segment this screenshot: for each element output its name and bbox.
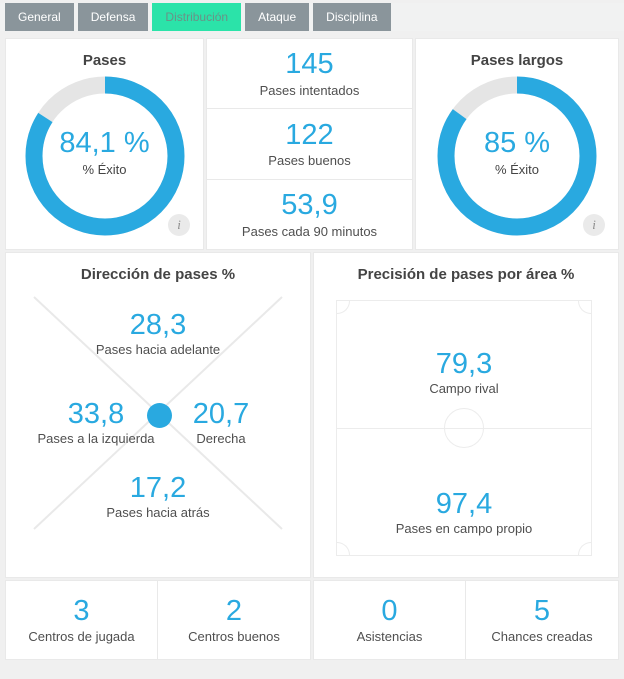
- pases-largos-success-value: 85 %: [483, 127, 551, 159]
- precision-propio: 97,4 Pases en campo propio: [337, 488, 591, 537]
- pitch-corner-arc: [337, 542, 350, 555]
- card-pases-largos: Pases largos 85 % % Éxito i: [415, 38, 619, 250]
- precision-rival-value: 79,3: [435, 348, 493, 380]
- pitch-diagram: 79,3 Campo rival 97,4 Pases en campo pro…: [336, 300, 592, 556]
- pitch-center-circle: [444, 408, 484, 448]
- direction-right: 20,7 Derecha: [156, 398, 286, 447]
- stat-centros-buenos: 2 Centros buenos: [158, 581, 310, 659]
- stat-label: Asistencias: [356, 629, 423, 645]
- player-position-dot: [147, 403, 172, 428]
- card-direccion-title: Dirección de pases %: [80, 266, 236, 283]
- pass-direction-diagram: 28,3 Pases hacia adelante 33,8 Pases a l…: [6, 253, 310, 577]
- stat-label: Pases cada 90 minutos: [241, 223, 378, 239]
- direction-forward: 28,3 Pases hacia adelante: [6, 309, 310, 358]
- stat-asistencias: 0 Asistencias: [314, 581, 466, 659]
- tab-disciplina[interactable]: Disciplina: [313, 3, 391, 31]
- pases-success-value: 84,1 %: [59, 127, 150, 159]
- pases-success-label: % Éxito: [82, 162, 127, 177]
- direction-back-label: Pases hacia atrás: [106, 505, 210, 521]
- info-icon[interactable]: i: [168, 214, 190, 236]
- card-pases: Pases 84,1 % % Éxito i: [5, 38, 204, 250]
- precision-propio-label: Pases en campo propio: [395, 521, 533, 537]
- stat-value: 5: [533, 594, 551, 627]
- stat-centros-jugada: 3 Centros de jugada: [6, 581, 158, 659]
- stat-label: Pases buenos: [268, 153, 351, 169]
- stat-label: Centros de jugada: [28, 629, 135, 645]
- pitch-corner-arc: [578, 301, 591, 314]
- stat-chances-creadas: 5 Chances creadas: [466, 581, 618, 659]
- card-centros: 3 Centros de jugada 2 Centros buenos: [5, 580, 311, 660]
- direction-left: 33,8 Pases a la izquierda: [30, 398, 162, 447]
- precision-rival: 79,3 Campo rival: [337, 348, 591, 397]
- direction-back: 17,2 Pases hacia atrás: [6, 472, 310, 521]
- stat-label: Chances creadas: [491, 629, 593, 645]
- card-asistencias-chances: 0 Asistencias 5 Chances creadas: [313, 580, 619, 660]
- info-icon[interactable]: i: [583, 214, 605, 236]
- tab-distribucion[interactable]: Distribución: [152, 3, 242, 31]
- pitch-corner-arc: [337, 301, 350, 314]
- stat-value: 2: [225, 594, 243, 627]
- stat-value: 0: [381, 594, 398, 627]
- card-pases-largos-title: Pases largos: [470, 52, 564, 69]
- stat-pases-buenos: 122 Pases buenos: [207, 109, 412, 180]
- card-precision-area: Precisión de pases por área % 79,3 Campo…: [313, 252, 619, 578]
- precision-propio-value: 97,4: [435, 488, 493, 520]
- card-pass-totals: 145 Pases intentados 122 Pases buenos 53…: [206, 38, 413, 250]
- pitch-corner-arc: [578, 542, 591, 555]
- direction-forward-value: 28,3: [129, 309, 187, 341]
- direction-right-value: 20,7: [192, 398, 250, 430]
- direction-forward-label: Pases hacia adelante: [95, 342, 221, 358]
- stat-pases-intentados: 145 Pases intentados: [207, 39, 412, 110]
- tab-general[interactable]: General: [5, 3, 74, 31]
- stat-pases-90min: 53,9 Pases cada 90 minutos: [207, 180, 412, 249]
- pases-donut-chart: 84,1 % % Éxito: [25, 76, 185, 236]
- direction-left-value: 33,8: [67, 398, 125, 430]
- stat-value: 145: [285, 48, 334, 81]
- precision-rival-label: Campo rival: [429, 381, 499, 397]
- pases-largos-donut-chart: 85 % % Éxito: [437, 76, 597, 236]
- stat-value: 53,9: [281, 189, 338, 222]
- direction-right-label: Derecha: [196, 431, 246, 447]
- tab-defensa[interactable]: Defensa: [77, 3, 149, 31]
- card-pases-title: Pases: [82, 52, 127, 69]
- stat-label: Pases intentados: [259, 82, 360, 98]
- stat-value: 3: [73, 594, 90, 627]
- tab-bar: General Defensa Distribución Ataque Disc…: [0, 3, 624, 31]
- card-precision-title: Precisión de pases por área %: [357, 266, 575, 283]
- card-direccion-pases: Dirección de pases % 28,3 Pases hacia ad…: [5, 252, 311, 578]
- stat-value: 122: [285, 118, 334, 151]
- stat-label: Centros buenos: [188, 629, 280, 645]
- direction-back-value: 17,2: [129, 472, 187, 504]
- pases-largos-success-label: % Éxito: [494, 162, 540, 177]
- direction-left-label: Pases a la izquierda: [37, 431, 155, 447]
- tab-ataque[interactable]: Ataque: [245, 3, 310, 31]
